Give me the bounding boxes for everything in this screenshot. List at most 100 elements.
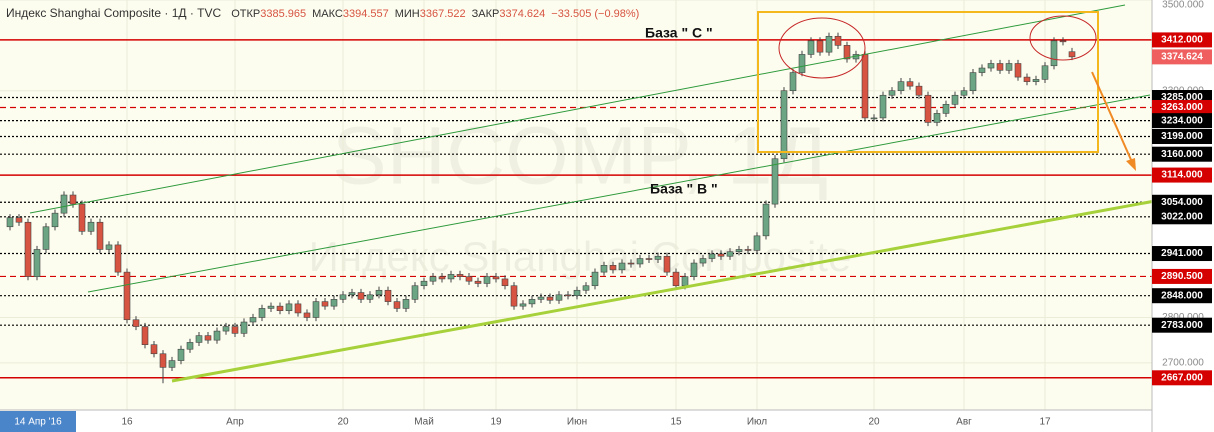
candle-body	[1059, 40, 1067, 43]
highlight-ellipse	[778, 17, 866, 79]
candle-body	[528, 299, 536, 305]
candle-body	[906, 81, 914, 87]
level-label-box	[1152, 99, 1212, 115]
candle-body	[663, 255, 671, 273]
crosshair-label: 14 Апр '16	[14, 417, 62, 428]
level-label: 3412.000	[1161, 35, 1203, 46]
candle-body	[276, 305, 284, 311]
crosshair-box	[0, 411, 76, 432]
level-label: 3374.624	[1161, 52, 1203, 63]
candle-body	[573, 289, 581, 297]
candle-body	[546, 296, 554, 301]
channel-upper	[29, 4, 1126, 214]
candle-body	[951, 94, 959, 105]
candle-body	[312, 301, 320, 318]
candle-body	[1068, 51, 1076, 58]
candle-body	[798, 54, 806, 73]
candle-body	[213, 330, 221, 341]
candle-body	[447, 274, 455, 280]
candle-body	[249, 317, 257, 323]
level-label-box	[1152, 49, 1212, 65]
x-tick-label: Май	[414, 417, 434, 428]
candle-body	[429, 276, 437, 282]
candle-body	[168, 360, 176, 368]
candle-body	[501, 278, 509, 287]
candle-body	[258, 308, 266, 318]
candle-body	[411, 285, 419, 300]
highlight-ellipse	[1029, 15, 1097, 61]
candle-body	[699, 258, 707, 264]
candle-body	[996, 63, 1004, 71]
ohlc-label: МИН	[395, 8, 420, 20]
level-label-box	[1152, 317, 1212, 333]
candle-body	[69, 194, 77, 205]
level-label-box	[1152, 209, 1212, 225]
candle-body	[267, 305, 275, 309]
candle-body	[753, 235, 761, 251]
candle-body	[744, 249, 752, 251]
candle-body	[1041, 65, 1049, 80]
candle-body	[708, 253, 716, 259]
candle-body	[942, 104, 950, 114]
ohlc-value: 3394.557	[343, 8, 389, 20]
candle-body	[519, 303, 527, 307]
background-layer: SHCOMP, 1Д Индекс Shanghai Composite	[0, 0, 1152, 410]
level-label: 3199.000	[1161, 131, 1203, 142]
ohlc-value: 3367.522	[420, 8, 466, 20]
level-label: 2890.500	[1161, 271, 1203, 282]
ohlc-label: ОТКР	[231, 8, 260, 20]
x-tick-label: Апр	[226, 417, 244, 428]
level-label-box	[1152, 246, 1212, 262]
candle-body	[222, 326, 230, 332]
drawings-layer: База " С " База " В "	[29, 4, 1156, 383]
candle-body	[1023, 76, 1031, 82]
levels-layer	[0, 39, 1152, 379]
level-label-box	[1152, 268, 1212, 284]
candle-body	[42, 226, 50, 250]
level-label: 2941.000	[1161, 248, 1203, 259]
annotation: База " В "	[650, 181, 718, 197]
ohlc-label: ЗАКР	[472, 8, 500, 20]
candle-body	[879, 94, 887, 119]
arrow-head	[1126, 158, 1136, 171]
candle-body	[492, 276, 500, 280]
candle-body	[582, 285, 590, 291]
level-label-box	[1152, 288, 1212, 304]
level-label-box	[1152, 129, 1212, 145]
candle-body	[321, 301, 329, 307]
x-tick-label: Авг	[956, 417, 972, 428]
candle-body	[510, 285, 518, 307]
candle-body	[132, 319, 140, 327]
candle-body	[96, 221, 104, 250]
candle-body	[195, 335, 203, 343]
level-label: 3234.000	[1161, 115, 1203, 126]
candle-body	[420, 280, 428, 287]
candle-body	[60, 194, 68, 214]
level-label-box	[1152, 32, 1212, 48]
candle-body	[474, 280, 482, 284]
candle-body	[204, 335, 212, 341]
candle-body	[609, 265, 617, 271]
candle-body	[825, 35, 833, 53]
candle-body	[339, 294, 347, 300]
ohlc-value: 3374.624	[499, 8, 545, 20]
candle-body	[456, 274, 464, 277]
candle-body	[897, 81, 905, 92]
candle-body	[483, 276, 491, 284]
candle-body	[150, 344, 158, 355]
watermark-subtitle: Индекс Shanghai Composite	[309, 233, 852, 280]
candle-body	[537, 296, 545, 300]
level-label: 2783.000	[1161, 320, 1203, 331]
level-label-box	[1152, 113, 1212, 129]
candle-body	[231, 326, 239, 334]
candle-body	[987, 63, 995, 69]
candle-body	[591, 271, 599, 287]
candle-body	[618, 262, 626, 271]
candle-body	[1014, 63, 1022, 78]
candle-body	[303, 312, 311, 318]
candle-body	[780, 90, 788, 160]
plot-background	[0, 0, 1152, 410]
candle-body	[861, 54, 869, 119]
y-tick-label: 2800.000	[1162, 312, 1204, 323]
candle-body	[600, 265, 608, 273]
